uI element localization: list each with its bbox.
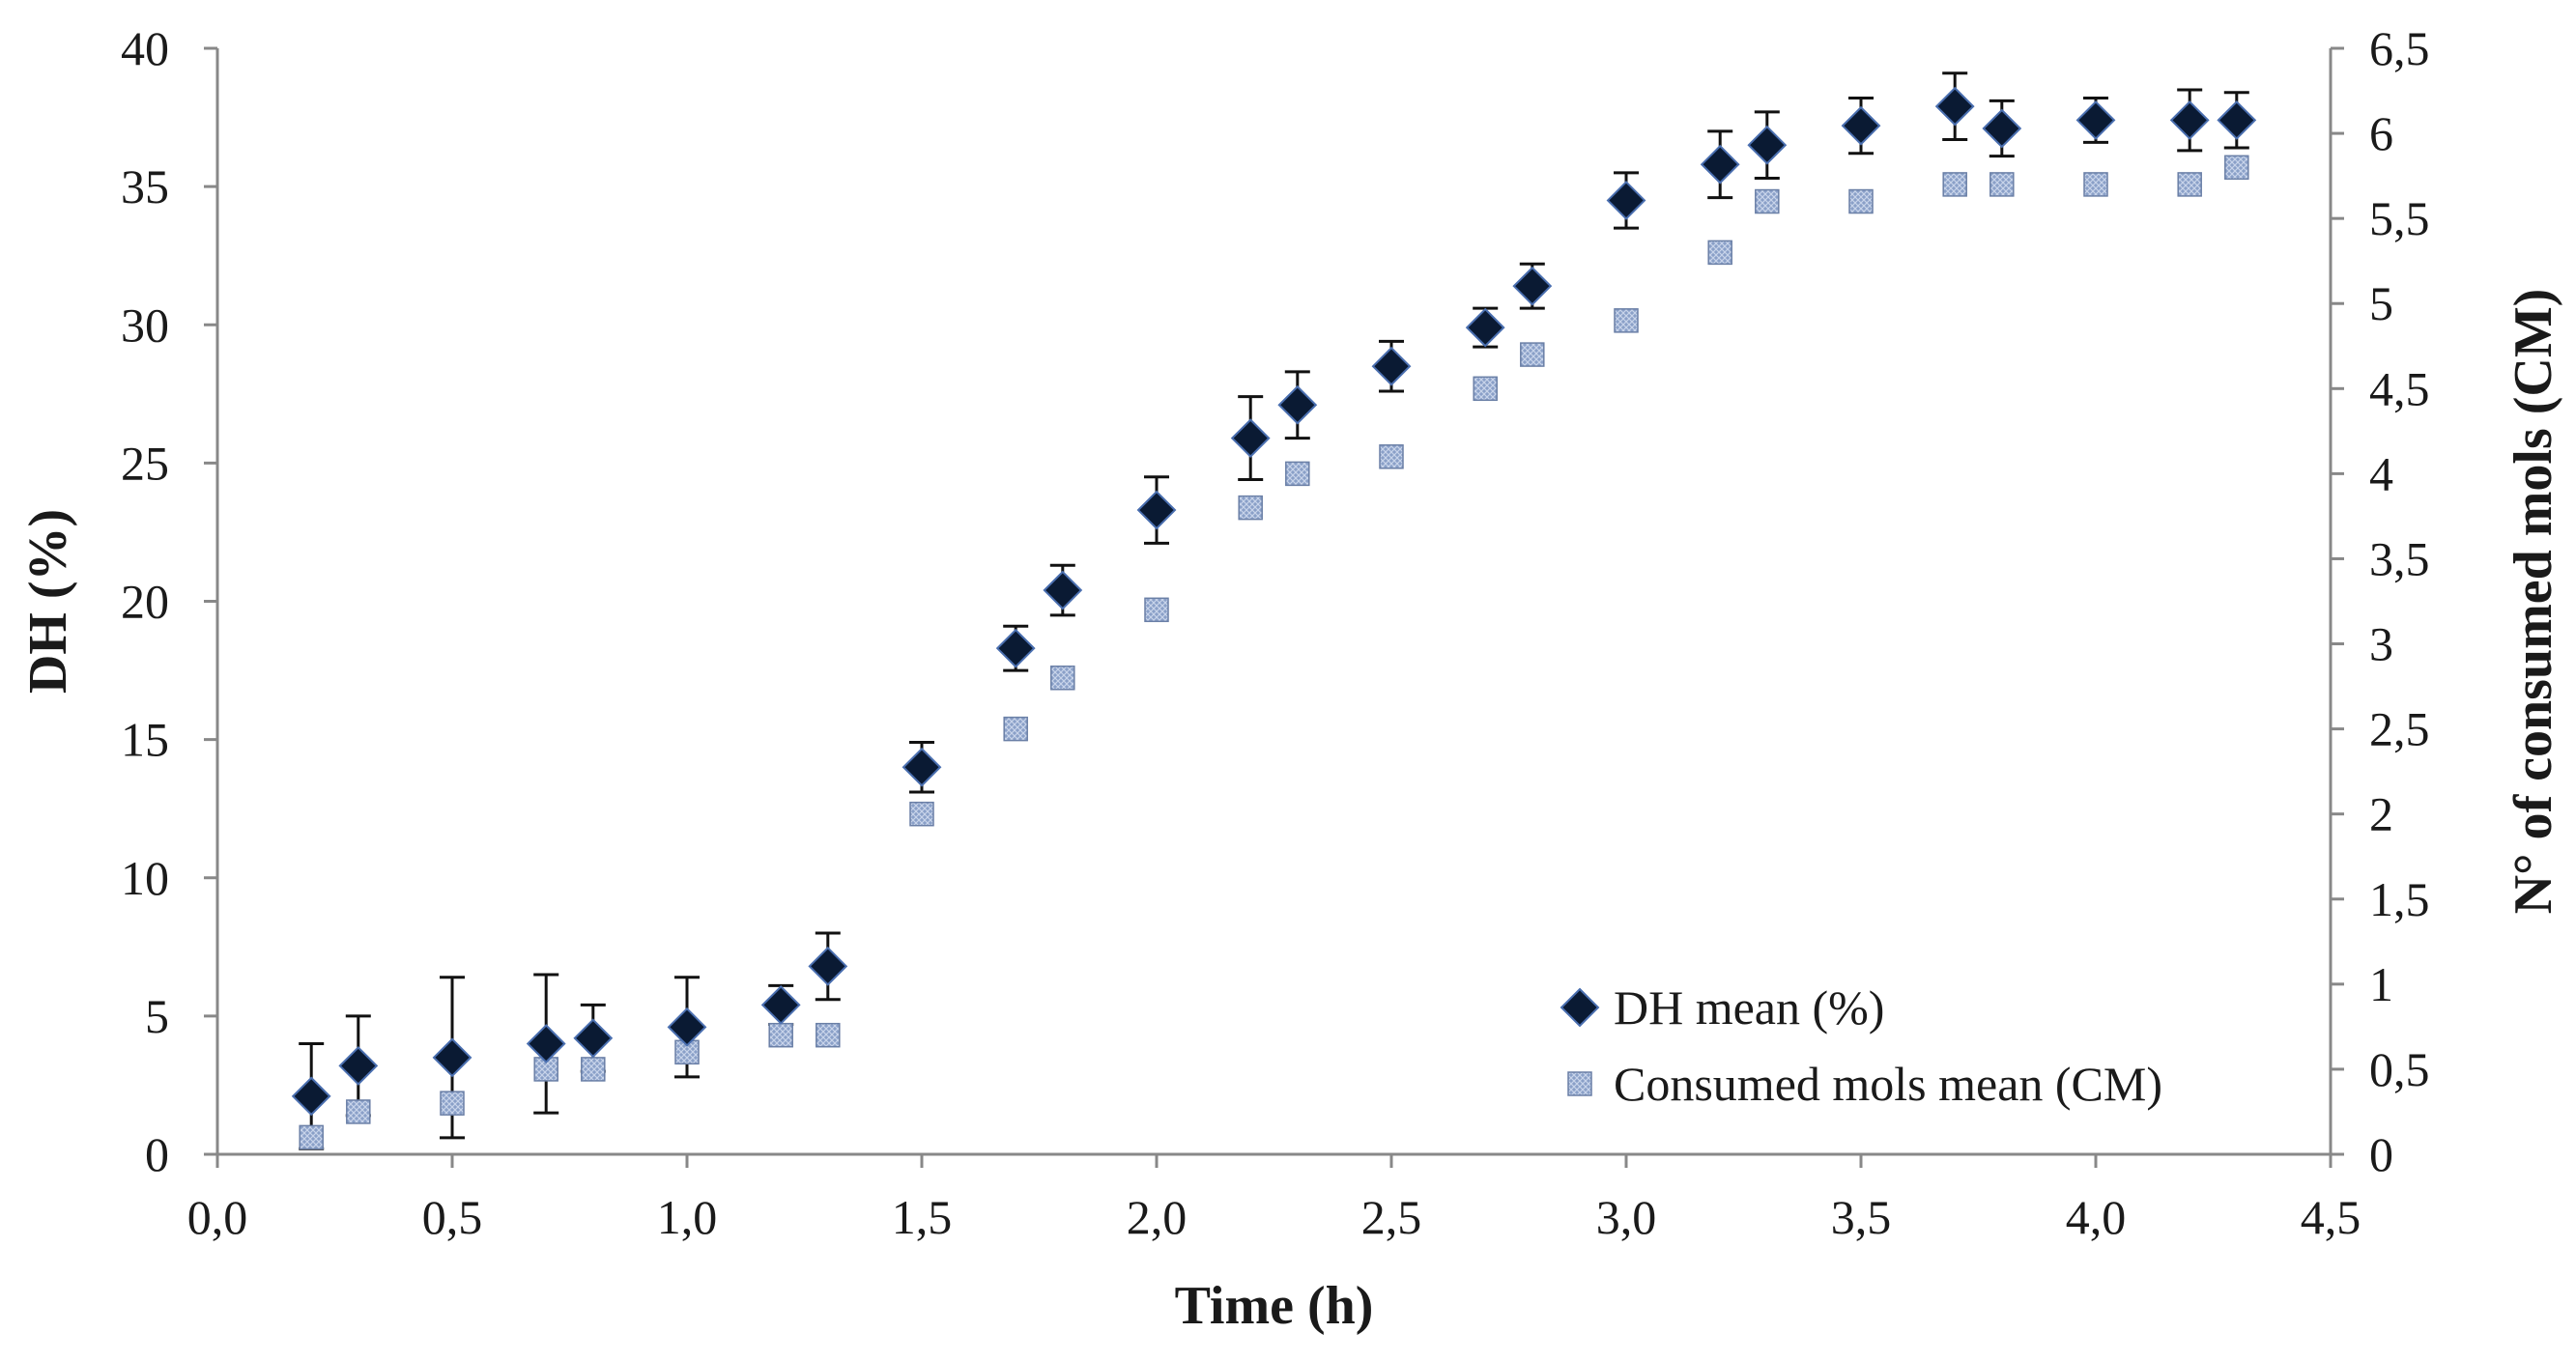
x-axis-title: Time (h): [1175, 1276, 1374, 1336]
cm-point: [2177, 172, 2202, 197]
x-tick-label: 2,0: [1127, 1190, 1188, 1244]
y-tick-label: 35: [121, 159, 169, 213]
y-tick-label: 10: [121, 851, 169, 905]
dh-point: [902, 747, 942, 787]
dh-point: [338, 1045, 379, 1086]
cm-point: [1285, 461, 1310, 487]
dh-point: [573, 1018, 614, 1059]
y2-tick-label: 5,5: [2369, 191, 2430, 245]
dh-point: [2217, 100, 2257, 140]
cm-point: [1848, 188, 1874, 214]
cm-point: [1520, 342, 1545, 367]
y-axis-title: DH (%): [18, 509, 78, 694]
y2-tick-label: 1,5: [2369, 872, 2430, 926]
y2-tick-label: 6,5: [2369, 21, 2430, 75]
cm-point: [346, 1099, 371, 1124]
y-tick-label: 5: [145, 989, 169, 1043]
dh-point: [291, 1076, 331, 1117]
x-tick-label: 2,5: [1361, 1190, 1422, 1244]
dh-point: [1043, 570, 1083, 610]
y2-tick-label: 2,5: [2369, 702, 2430, 756]
dh-point: [1277, 384, 1318, 425]
dh-point: [667, 1007, 707, 1047]
dh-point: [760, 985, 801, 1025]
dh-point: [1934, 86, 1975, 127]
cm-point: [1614, 308, 1639, 333]
y2-tick-label: 2: [2369, 787, 2393, 841]
dh-point: [1747, 125, 1788, 165]
y-tick-label: 30: [121, 298, 169, 352]
dh-point: [432, 1037, 472, 1078]
y2-axis-title: N° of consumed mols (CM): [2504, 289, 2563, 915]
legend-dh-label: DH mean (%): [1614, 980, 1884, 1035]
cm-point: [581, 1057, 606, 1082]
legend-cm-label: Consumed mols mean (CM): [1614, 1057, 2162, 1111]
dh-point: [1136, 490, 1177, 530]
dh-series: [291, 86, 2257, 1117]
cm-point: [1942, 172, 1967, 197]
legend-cm-marker: [1567, 1071, 1592, 1096]
y2-tick-label: 4,5: [2369, 361, 2430, 415]
cm-point: [1144, 597, 1169, 623]
x-tick-label: 3,5: [1831, 1190, 1892, 1244]
dh-point: [995, 628, 1036, 668]
cm-point: [299, 1124, 324, 1150]
x-tick-label: 4,5: [2301, 1190, 2361, 1244]
cm-point: [768, 1022, 793, 1048]
y2-tick-label: 6: [2369, 106, 2393, 160]
y2-tick-label: 1: [2369, 957, 2393, 1011]
y-tick-label: 0: [145, 1127, 169, 1181]
cm-point: [1050, 666, 1075, 691]
dh-point: [1512, 266, 1553, 306]
cm-point: [1003, 716, 1028, 742]
legend-dh-marker: [1560, 987, 1600, 1028]
cm-point: [816, 1022, 841, 1048]
y2-tick-label: 5: [2369, 276, 2393, 330]
y-tick-label: 20: [121, 575, 169, 629]
error-bars: [299, 71, 2249, 1150]
x-tick-label: 0,0: [187, 1190, 248, 1244]
y2-tick-label: 4: [2369, 446, 2393, 500]
dh-point: [2169, 100, 2210, 140]
cm-point: [1707, 240, 1732, 266]
dh-point: [526, 1024, 566, 1063]
x-tick-label: 3,0: [1596, 1190, 1657, 1244]
x-tick-label: 0,5: [422, 1190, 483, 1244]
y2-tick-label: 3: [2369, 617, 2393, 671]
dh-point: [1606, 181, 1646, 220]
y-tick-label: 40: [121, 21, 169, 75]
x-tick-label: 1,5: [892, 1190, 953, 1244]
cm-point: [2224, 155, 2249, 181]
y2-tick-label: 0: [2369, 1127, 2393, 1181]
cm-point: [1755, 188, 1780, 214]
dh-point: [1230, 418, 1271, 459]
cm-point: [1473, 376, 1498, 402]
dh-point: [1700, 144, 1740, 184]
dh-point: [808, 946, 848, 986]
cm-point: [1238, 495, 1263, 521]
y2-tick-label: 3,5: [2369, 531, 2430, 585]
cm-point: [1989, 172, 2015, 197]
dh-point: [1465, 307, 1505, 348]
x-tick-label: 4,0: [2066, 1190, 2127, 1244]
y-tick-label: 25: [121, 436, 169, 490]
consumed-mols-series: [299, 155, 2249, 1150]
dh-point: [1982, 108, 2022, 149]
cm-point: [2083, 172, 2108, 197]
dh-point: [1841, 105, 1881, 146]
legend: DH mean (%) Consumed mols mean (CM): [1560, 980, 2162, 1111]
dh-point: [2075, 100, 2116, 140]
x-tick-label: 1,0: [657, 1190, 718, 1244]
dh-point: [1371, 346, 1412, 386]
y2-tick-label: 0,5: [2369, 1042, 2430, 1096]
cm-point: [909, 801, 934, 827]
axes: 0,0 0,5 1,0 1,5 2,0 2,5 3,0 3,5 4,0 4,50510152025…: [121, 21, 2430, 1244]
cm-point: [440, 1091, 465, 1116]
cm-point: [1379, 444, 1404, 469]
y-tick-label: 15: [121, 713, 169, 767]
